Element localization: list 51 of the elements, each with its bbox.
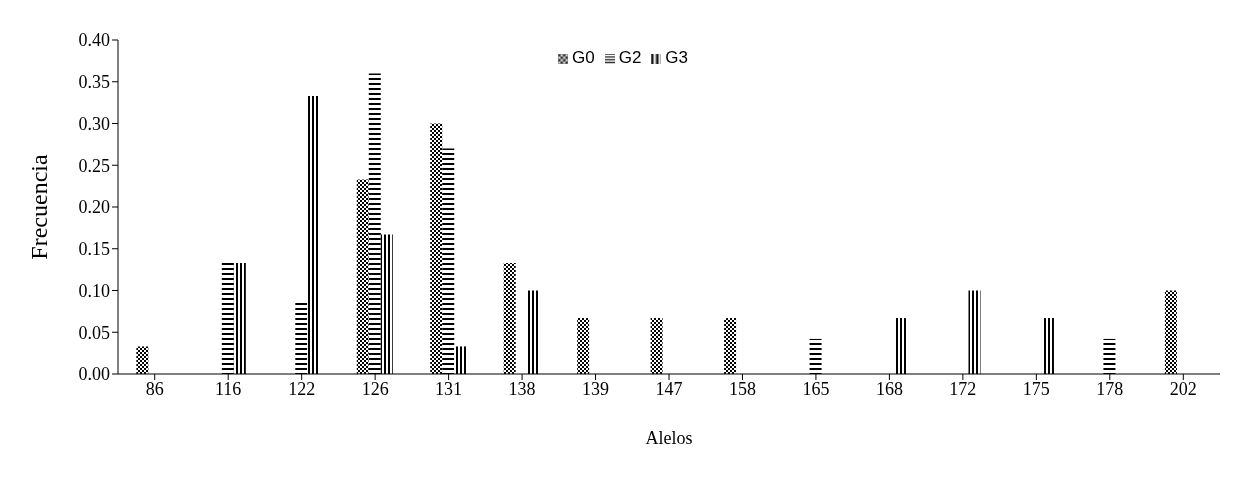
x-tick-label: 165 [802,378,830,399]
bar [442,148,455,374]
y-tick-label: 0.10 [78,280,110,301]
bar [380,234,393,374]
x-tick-label: 126 [361,378,389,399]
y-tick-label: 0.00 [78,364,110,385]
x-tick-label: 168 [875,378,903,399]
y-tick-label: 0.25 [78,155,110,176]
bar [221,260,234,374]
x-tick-label: 175 [1022,378,1050,399]
bar [368,73,381,374]
x-tick-label: 172 [949,378,977,399]
x-tick-label: 158 [728,378,756,399]
y-tick-label: 0.30 [78,113,110,134]
bar [527,290,540,374]
x-tick-label: 202 [1169,378,1197,399]
x-tick-label: 147 [655,378,683,399]
y-tick-label: 0.35 [78,72,110,93]
x-tick-label: 178 [1096,378,1124,399]
bar [1041,318,1054,374]
bar [895,318,908,374]
legend-label: G0 [571,48,595,67]
bar [356,179,369,374]
bar [233,262,246,374]
bar [503,262,516,374]
legend-label: G3 [665,48,689,67]
bar [724,318,737,374]
x-axis-title: Alelos [645,428,693,448]
bar [650,318,663,374]
bar [1103,338,1116,374]
y-tick-label: 0.05 [78,322,110,343]
bar [809,338,822,374]
x-tick-label: 138 [508,378,536,399]
x-tick-label: 139 [582,378,610,399]
x-tick-label: 116 [215,378,242,399]
bar [307,95,320,374]
bar [1164,290,1177,374]
bar [295,301,308,374]
bar [430,123,443,374]
bar [968,290,981,374]
y-tick-label: 0.15 [78,239,110,260]
y-axis-title: Frecuencia [25,154,52,260]
bar [136,346,149,374]
legend-label: G2 [618,48,642,67]
x-tick-label: 86 [145,378,164,399]
bar [577,318,590,374]
x-tick-label: 131 [435,378,463,399]
bar [454,346,467,374]
x-tick-label: 122 [288,378,316,399]
y-tick-label: 0.20 [78,197,110,218]
y-tick-label: 0.40 [78,30,110,51]
